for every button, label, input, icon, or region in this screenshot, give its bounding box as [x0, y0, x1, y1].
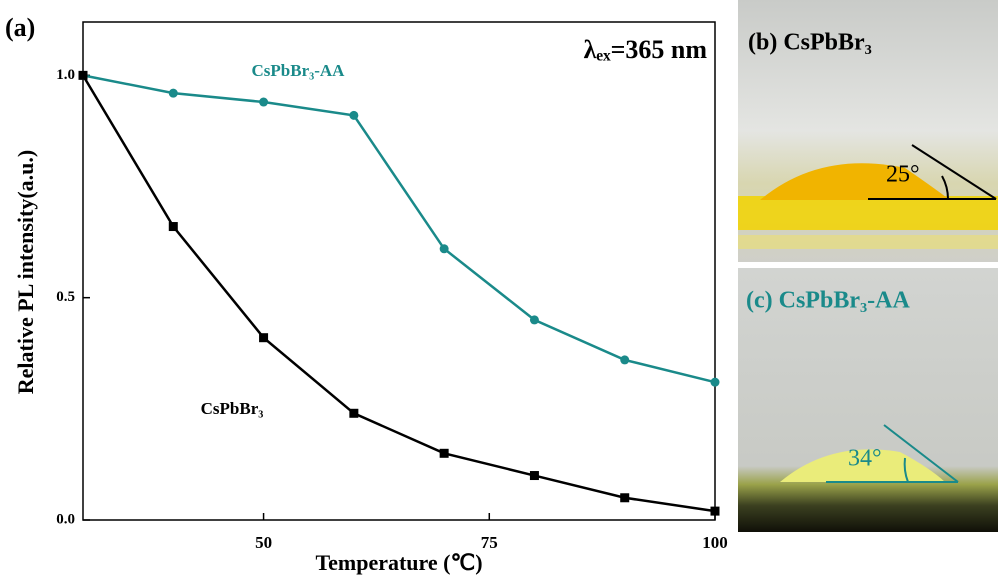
x-tick-label: 100 — [702, 533, 728, 552]
marker — [620, 355, 629, 364]
y-tick-label: 1.0 — [56, 67, 75, 83]
y-tick-label: 0.5 — [56, 289, 75, 305]
plot-frame — [83, 22, 715, 520]
series-label: CsPbBr₃-AA — [252, 61, 346, 80]
photo-label: (c) CsPbBr₃-AA — [746, 288, 910, 314]
marker — [530, 315, 539, 324]
y-axis-title: Relative PL intensity(a.u.) — [13, 150, 38, 394]
marker — [259, 333, 268, 342]
series-line — [83, 75, 715, 511]
marker — [169, 89, 178, 98]
angle-label: 34° — [848, 446, 882, 472]
series-line — [83, 75, 715, 382]
marker — [79, 71, 88, 80]
photo-label: (b) CsPbBr₃ — [748, 30, 872, 56]
page: (a) λₑₓ=365 nm Temperature (℃) Relative … — [0, 0, 998, 580]
angle-label: 25° — [886, 162, 920, 188]
series-label: CsPbBr₃ — [201, 399, 264, 418]
marker — [259, 98, 268, 107]
marker — [440, 449, 449, 458]
marker — [620, 493, 629, 502]
x-tick-label: 50 — [255, 533, 272, 552]
marker — [711, 378, 720, 387]
y-tick-label: 0.0 — [56, 511, 75, 527]
marker — [440, 244, 449, 253]
x-axis-title: Temperature (℃) — [315, 550, 482, 575]
marker — [530, 471, 539, 480]
annotation: λₑₓ=365 nm — [584, 35, 708, 64]
figure: (a) λₑₓ=365 nm Temperature (℃) Relative … — [0, 0, 998, 580]
marker — [349, 111, 358, 120]
x-tick-label: 75 — [481, 533, 498, 552]
marker — [349, 409, 358, 418]
marker — [711, 507, 720, 516]
panel-label: (a) — [5, 13, 35, 42]
marker — [169, 222, 178, 231]
